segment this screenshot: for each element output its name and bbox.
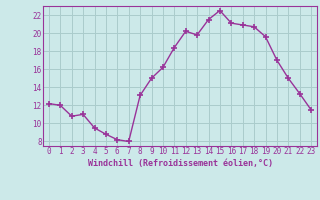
- X-axis label: Windchill (Refroidissement éolien,°C): Windchill (Refroidissement éolien,°C): [87, 159, 273, 168]
